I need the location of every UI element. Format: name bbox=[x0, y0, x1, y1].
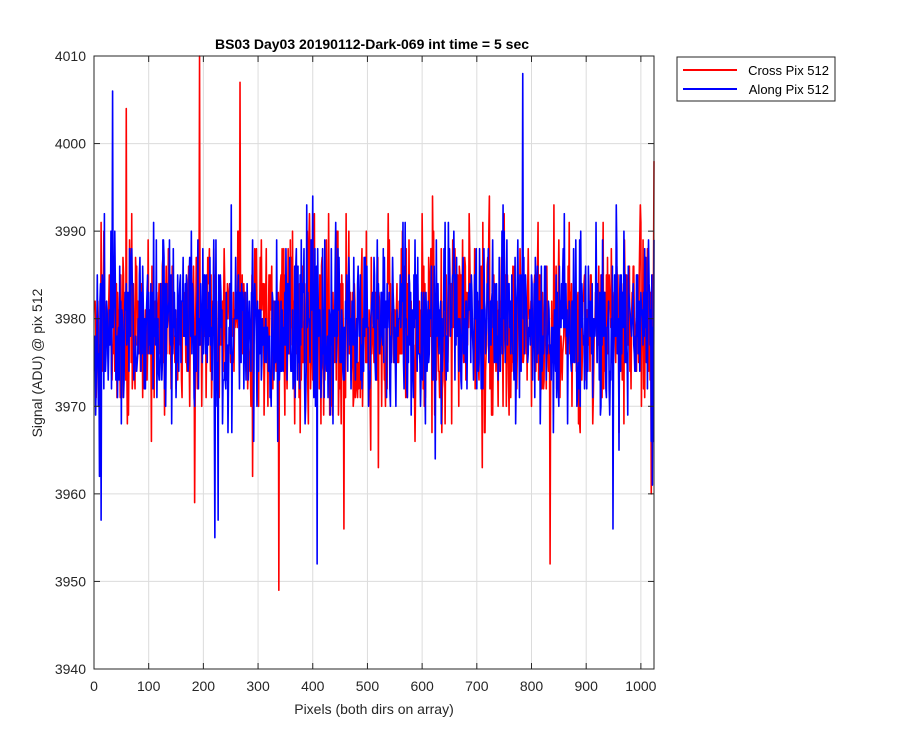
axes-box bbox=[93, 55, 655, 670]
legend: Cross Pix 512 Along Pix 512 bbox=[676, 56, 836, 102]
legend-box bbox=[676, 56, 836, 102]
x-axis-label: Pixels (both dirs on array) bbox=[294, 701, 454, 717]
chart-title: BS03 Day03 20190112-Dark-069 int time = … bbox=[215, 36, 529, 52]
y-tick-label: 4010 bbox=[55, 48, 86, 64]
x-tick-label: 1000 bbox=[625, 678, 656, 694]
x-tick-label: 800 bbox=[520, 678, 544, 694]
legend-label: Cross Pix 512 bbox=[748, 63, 829, 78]
x-tick-label: 700 bbox=[465, 678, 489, 694]
x-tick-label: 600 bbox=[410, 678, 434, 694]
x-tick-label: 0 bbox=[90, 678, 98, 694]
y-tick-label: 3960 bbox=[55, 486, 86, 502]
y-tick-label: 3980 bbox=[55, 311, 86, 327]
series-line-along-pix-512 bbox=[93, 72, 655, 565]
series-layer bbox=[93, 55, 655, 591]
y-axis-ticks: 3940 3950 3960 3970 3980 3990 4000 4010 bbox=[55, 48, 654, 677]
x-axis-ticks: 0 100 200 300 400 500 600 700 800 900 1000 bbox=[90, 56, 657, 694]
x-tick-label: 400 bbox=[301, 678, 325, 694]
y-axis-label: Signal (ADU) @ pix 512 bbox=[29, 288, 45, 437]
x-tick-label: 200 bbox=[192, 678, 216, 694]
y-tick-label: 4000 bbox=[55, 136, 86, 152]
y-tick-label: 3970 bbox=[55, 398, 86, 414]
x-tick-label: 100 bbox=[137, 678, 161, 694]
y-tick-label: 3950 bbox=[55, 573, 86, 589]
legend-label: Along Pix 512 bbox=[749, 82, 829, 97]
x-tick-label: 300 bbox=[246, 678, 270, 694]
x-tick-label: 900 bbox=[575, 678, 599, 694]
y-tick-label: 3990 bbox=[55, 223, 86, 239]
y-tick-label: 3940 bbox=[55, 661, 86, 677]
y-gridlines bbox=[94, 143, 654, 582]
x-tick-label: 500 bbox=[356, 678, 380, 694]
